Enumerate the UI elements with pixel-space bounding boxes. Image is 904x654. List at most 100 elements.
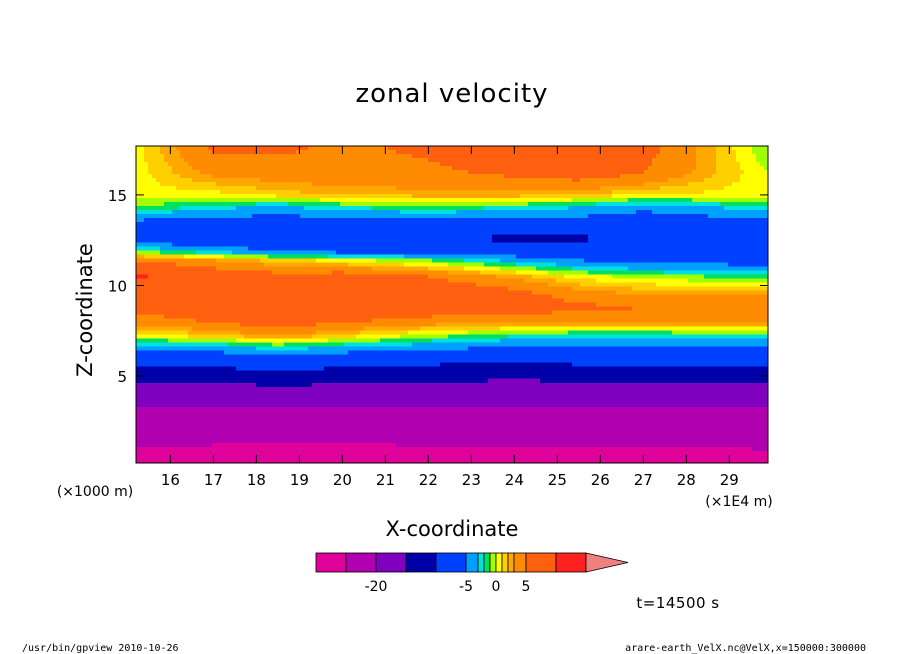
heat-cell [388, 170, 393, 175]
heat-cell [304, 162, 309, 167]
heat-cell [292, 194, 297, 199]
heat-cell [704, 234, 709, 239]
heat-cell [252, 170, 257, 175]
heat-cell [712, 146, 717, 151]
heat-cell [488, 150, 493, 155]
heat-cell [732, 262, 737, 267]
heat-cell [404, 186, 409, 191]
heat-cell [540, 194, 545, 199]
heat-cell [712, 166, 717, 171]
heat-cell [408, 166, 413, 171]
heat-cell [532, 186, 537, 191]
heat-cell [404, 206, 409, 211]
heat-cell [240, 246, 245, 251]
heat-cell [744, 234, 749, 239]
heat-cell [268, 202, 273, 207]
heat-cell [500, 254, 505, 259]
heat-cell [312, 218, 317, 223]
heat-cell [708, 146, 713, 151]
heat-cell [136, 234, 141, 239]
heat-cell [292, 178, 297, 183]
heat-cell [340, 162, 345, 167]
heat-cell [344, 194, 349, 199]
heat-cell [212, 270, 217, 275]
heat-cell [228, 162, 233, 167]
heat-cell [384, 230, 389, 235]
heat-cell [468, 238, 473, 243]
heat-cell [496, 258, 501, 263]
heat-cell [308, 190, 313, 195]
heat-cell [692, 194, 697, 199]
heat-cell [516, 198, 521, 203]
heat-cell [524, 194, 529, 199]
heat-cell [584, 178, 589, 183]
heat-cell [436, 202, 441, 207]
heat-cell [344, 186, 349, 191]
heat-cell [612, 178, 617, 183]
heat-cell [424, 174, 429, 179]
heat-cell [708, 154, 713, 159]
heat-cell [164, 222, 169, 227]
heat-cell [216, 258, 221, 263]
heat-cell [484, 170, 489, 175]
heat-cell [484, 214, 489, 219]
heat-cell [344, 246, 349, 251]
heat-cell [488, 166, 493, 171]
heat-cell [508, 214, 513, 219]
heat-cell [460, 150, 465, 155]
heat-cell [648, 258, 653, 263]
heat-cell [752, 174, 757, 179]
heat-cell [272, 178, 277, 183]
heat-cell [240, 198, 245, 203]
heat-cell [396, 218, 401, 223]
heat-cell [316, 238, 321, 243]
heat-cell [328, 226, 333, 231]
heat-cell [712, 202, 717, 207]
heat-cell [136, 238, 141, 243]
heat-cell [212, 146, 217, 151]
heat-cell [272, 238, 277, 243]
heat-cell [152, 186, 157, 191]
heat-cell [592, 198, 597, 203]
heat-cell [660, 198, 665, 203]
heat-cell [656, 266, 661, 271]
heat-cell [248, 226, 253, 231]
heat-cell [576, 154, 581, 159]
heat-cell [696, 150, 701, 155]
heat-cell [304, 146, 309, 151]
heat-cell [212, 194, 217, 199]
heat-cell [264, 182, 269, 187]
heat-cell [252, 166, 257, 171]
heat-cell [656, 162, 661, 167]
heat-cell [496, 246, 501, 251]
heat-cell [680, 190, 685, 195]
heat-cell [160, 234, 165, 239]
heat-cell [368, 182, 373, 187]
heat-cell [408, 222, 413, 227]
heat-cell [728, 266, 733, 271]
heat-cell [252, 238, 257, 243]
heat-cell [344, 214, 349, 219]
heat-cell [388, 242, 393, 247]
heat-cell [292, 166, 297, 171]
heat-cell [264, 186, 269, 191]
heat-cell [504, 266, 509, 271]
heat-cell [664, 258, 669, 263]
heat-cell [528, 190, 533, 195]
heat-cell [480, 178, 485, 183]
heat-cell [632, 178, 637, 183]
heat-cell [228, 258, 233, 263]
heat-cell [532, 170, 537, 175]
heat-cell [460, 162, 465, 167]
heat-cell [576, 246, 581, 251]
heat-cell [472, 166, 477, 171]
heat-cell [544, 206, 549, 211]
heat-cell [664, 194, 669, 199]
heat-cell [624, 246, 629, 251]
heat-cell [716, 214, 721, 219]
heat-cell [740, 158, 745, 163]
heat-cell [424, 270, 429, 275]
heat-cell [500, 198, 505, 203]
heat-cell [272, 250, 277, 255]
heat-cell [136, 198, 141, 203]
